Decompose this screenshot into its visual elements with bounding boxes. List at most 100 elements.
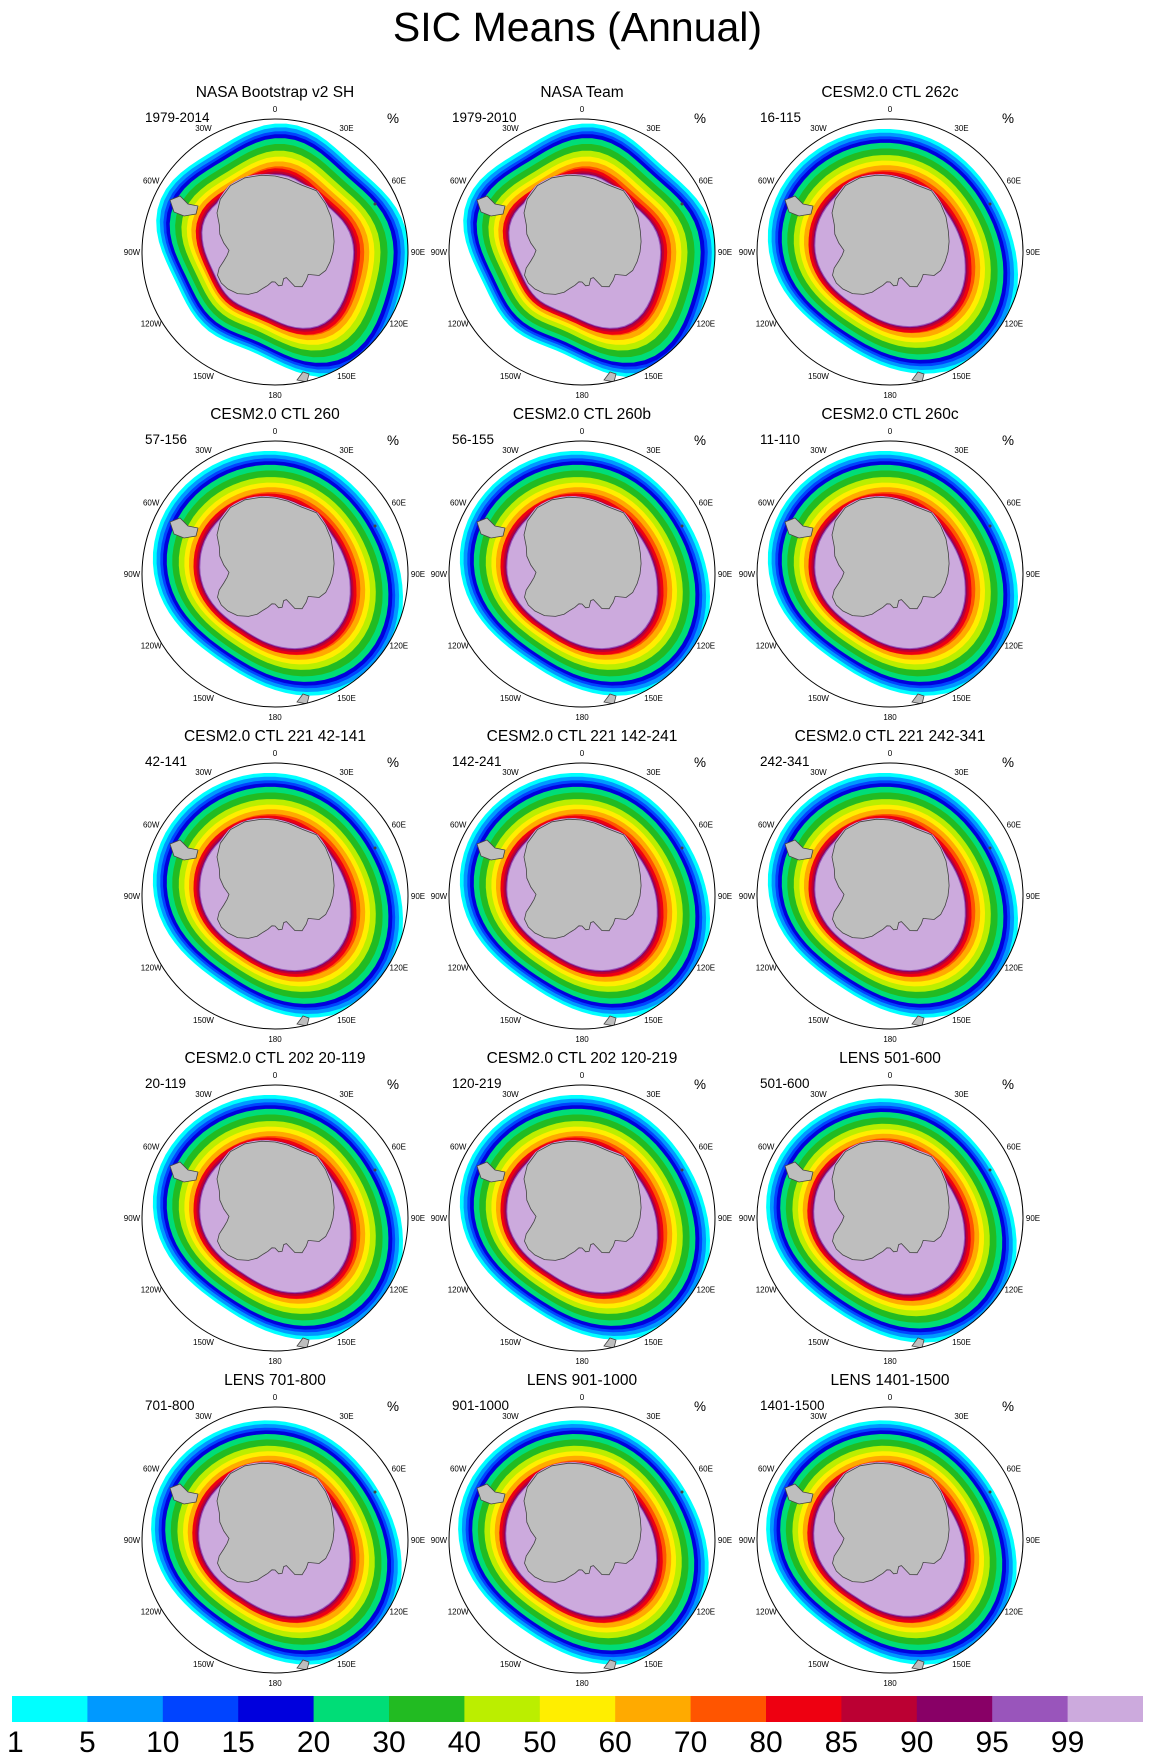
longitude-label: 150W: [500, 1660, 521, 1669]
panel-years: 142-241: [452, 754, 502, 769]
panel-years: 42-141: [145, 754, 187, 769]
panel-years: 57-156: [145, 432, 187, 447]
longitude-label: 120W: [756, 964, 777, 973]
longitude-label: 0: [273, 1071, 278, 1080]
longitude-label: 60E: [392, 821, 406, 830]
longitude-label: 180: [883, 1357, 897, 1366]
longitude-label: 60W: [758, 821, 775, 830]
panel-years: 501-600: [760, 1076, 810, 1091]
panel-units: %: [1002, 755, 1014, 770]
sea-ice-field: [757, 441, 1023, 707]
longitude-label: 30E: [646, 124, 660, 133]
longitude-label: 120W: [141, 642, 162, 651]
longitude-label: 90E: [1026, 248, 1040, 257]
map-boundary: [448, 118, 716, 386]
map-panel: CESM2.0 CTL 221 142-241 142-241 % 0 30E 60E 90…: [431, 728, 732, 1044]
longitude-label: 150E: [644, 1338, 663, 1347]
map-boundary: [756, 762, 1024, 1030]
longitude-label: 60E: [392, 1465, 406, 1474]
longitude-label: 60W: [143, 499, 160, 508]
panel-title: LENS 1401-1500: [831, 1372, 950, 1389]
island-marker: [680, 846, 684, 850]
island-marker: [680, 1490, 684, 1494]
longitude-label: 30W: [502, 124, 519, 133]
sea-ice-field: [757, 763, 1023, 1029]
longitude-label: 150W: [193, 372, 214, 381]
map-boundary: [141, 762, 409, 1030]
longitude-label: 150E: [644, 372, 663, 381]
longitude-label: 30W: [195, 1412, 212, 1421]
longitude-label: 150W: [808, 1016, 829, 1025]
sea-ice-field: [449, 1085, 715, 1351]
map-boundary: [756, 1406, 1024, 1674]
map-boundary: [756, 118, 1024, 386]
new-zealand-land: [911, 693, 925, 705]
longitude-label: 90E: [411, 1214, 425, 1223]
colorbar-label: 99: [1050, 1726, 1085, 1759]
map-panel: LENS 501-600 501-600 % 0 30E 60E 90E 120E 150E 18…: [739, 1050, 1040, 1366]
longitude-label: 180: [883, 713, 897, 722]
colorbar-swatch: [615, 1696, 692, 1722]
longitude-label: 120W: [448, 964, 469, 973]
panel-years: 20-119: [145, 1076, 186, 1091]
panel-units: %: [1002, 1399, 1014, 1414]
longitude-label: 30E: [954, 1090, 968, 1099]
longitude-label: 150W: [500, 372, 521, 381]
south-america-land: [476, 839, 506, 861]
panel-title: CESM2.0 CTL 221 242-341: [795, 728, 986, 745]
colorbar-swatch: [690, 1696, 767, 1722]
longitude-label: 60E: [1007, 1143, 1021, 1152]
longitude-label: 120E: [389, 964, 408, 973]
longitude-label: 150W: [808, 1660, 829, 1669]
panel-title: LENS 901-1000: [527, 1372, 638, 1389]
longitude-label: 120E: [389, 1286, 408, 1295]
panel-units: %: [1002, 111, 1014, 126]
antarctica-land: [523, 1462, 642, 1583]
longitude-label: 150E: [337, 1338, 356, 1347]
panel-title: CESM2.0 CTL 260b: [513, 406, 651, 423]
colorbar-label: 80: [749, 1726, 783, 1759]
map-boundary: [756, 1084, 1024, 1352]
panel-title: NASA Bootstrap v2 SH: [196, 84, 355, 101]
longitude-label: 90E: [411, 892, 425, 901]
longitude-label: 150W: [808, 694, 829, 703]
map-boundary: [141, 440, 409, 708]
island-marker: [373, 524, 377, 528]
longitude-label: 150E: [952, 694, 971, 703]
longitude-label: 150E: [337, 694, 356, 703]
map-boundary: [141, 118, 409, 386]
colorbar-label: 50: [523, 1726, 557, 1759]
south-america-land: [784, 839, 814, 861]
longitude-label: 120E: [1004, 1286, 1023, 1295]
longitude-label: 120W: [448, 320, 469, 329]
longitude-label: 30E: [339, 768, 353, 777]
longitude-label: 60E: [1007, 499, 1021, 508]
longitude-label: 30E: [646, 446, 660, 455]
longitude-label: 60E: [699, 1465, 713, 1474]
map-panel: LENS 901-1000 901-1000 % 0 30E 60E 90E 120E 150E…: [431, 1372, 732, 1688]
longitude-label: 90E: [718, 248, 732, 257]
antarctica-land: [831, 818, 950, 939]
antarctica-land: [216, 496, 335, 617]
longitude-label: 30E: [646, 1090, 660, 1099]
longitude-label: 90W: [739, 892, 756, 901]
longitude-label: 150W: [500, 1016, 521, 1025]
colorbar-label: 1: [6, 1726, 24, 1759]
sea-ice-field: [449, 763, 715, 1029]
longitude-label: 120W: [141, 320, 162, 329]
longitude-label: 60E: [1007, 821, 1021, 830]
colorbar-swatch: [841, 1696, 918, 1722]
south-america-land: [169, 1483, 199, 1505]
south-america-land: [169, 195, 199, 217]
colorbar-swatch: [389, 1696, 465, 1722]
longitude-label: 120W: [756, 642, 777, 651]
longitude-label: 60E: [699, 1143, 713, 1152]
longitude-label: 30E: [339, 124, 353, 133]
panel-title: CESM2.0 CTL 221 42-141: [184, 728, 366, 745]
panel-years: 901-1000: [452, 1398, 509, 1413]
island-marker: [680, 1168, 684, 1172]
longitude-label: 30W: [502, 446, 519, 455]
island-marker: [988, 524, 992, 528]
colorbar-swatch: [539, 1696, 616, 1722]
panel-years: 701-800: [145, 1398, 195, 1413]
